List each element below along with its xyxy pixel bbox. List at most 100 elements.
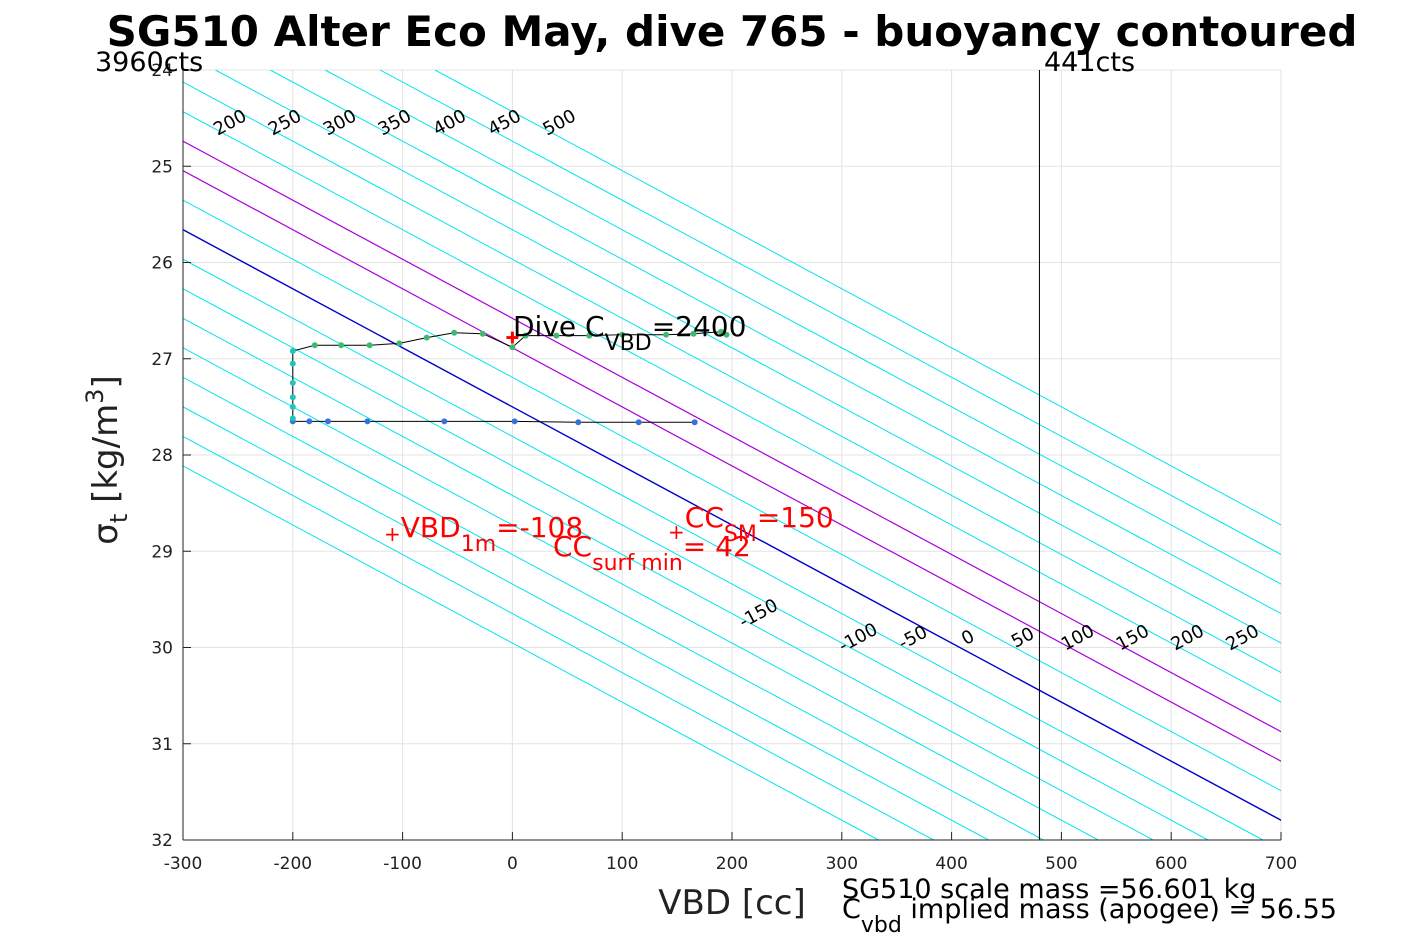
contour-label-lower: 150 xyxy=(1113,620,1153,655)
data-point-ascent xyxy=(479,330,486,337)
data-point-descent xyxy=(691,419,698,426)
data-point-descent xyxy=(441,418,448,425)
annotation-cc-surf-min-pre: CC xyxy=(553,530,592,563)
y-axis-label: σt [kg/m3] xyxy=(81,375,133,544)
mass-note-scale: SG510 scale mass =56.601 kg xyxy=(842,874,1256,905)
y-label-sub: t xyxy=(105,514,133,523)
contour-line xyxy=(183,317,1154,840)
contour-line xyxy=(434,70,1281,526)
annotation-cc-sm-pre: CC xyxy=(685,501,724,534)
y-tick-label: 25 xyxy=(151,157,173,177)
y-label-unit-end: ] xyxy=(86,375,126,388)
contour-line xyxy=(183,228,1281,822)
x-tick-label: 0 xyxy=(507,854,518,874)
data-point-ascent xyxy=(289,348,296,355)
annotation-vbd-1m-pre: VBD xyxy=(401,511,461,544)
annotation-dive-ccvbd: Dive CVBD=2400 xyxy=(513,310,746,356)
contour-line xyxy=(183,140,1281,733)
annotation-vbd-1m-sub: 1m xyxy=(461,532,496,557)
y-tick-label: 31 xyxy=(151,735,173,755)
contour-line xyxy=(183,347,1099,840)
data-point-ascent xyxy=(553,332,560,339)
data-point-descent xyxy=(575,419,582,426)
y-label-sup: 3 xyxy=(81,389,109,404)
data-point-ascent xyxy=(289,394,296,401)
data-point-descent xyxy=(306,418,313,425)
contour-label-upper: 200 xyxy=(210,106,250,141)
data-point-ascent xyxy=(338,342,345,349)
x-ticks: -300 -200 -100 0 100 200 300 400 500 600 700 xyxy=(164,832,1297,874)
contour-line xyxy=(324,70,1281,585)
annotation-dive-ccvbd-sub: VBD xyxy=(605,331,652,356)
annotation-vbd-1m-post: =-108 xyxy=(496,511,583,544)
y-tick-label: 28 xyxy=(151,446,173,466)
y-ticks: 24 25 26 27 28 29 30 31 32 xyxy=(151,61,191,851)
y-tick-label: 32 xyxy=(151,831,173,851)
trace-line xyxy=(292,420,695,423)
contour-label-upper: 250 xyxy=(265,106,305,141)
x-tick-label: 700 xyxy=(1265,854,1297,874)
contour-label-lower: 200 xyxy=(1168,620,1208,655)
annotation-cc-surf-min-post: = 42 xyxy=(683,530,751,563)
contour-label-upper: 400 xyxy=(430,106,470,141)
annotation-cc-sm-sub: SM xyxy=(724,522,757,547)
contour-label-lower: 250 xyxy=(1222,620,1262,655)
contour-label-upper: 300 xyxy=(320,106,360,141)
data-point-ascent xyxy=(289,403,296,410)
annotation-cc-surf-min-sub: surf min xyxy=(592,551,683,576)
annotation-cc-surf-min: CCsurf min= 42 xyxy=(553,530,751,576)
data-point-descent xyxy=(635,419,642,426)
x-tick-label: 400 xyxy=(935,854,967,874)
mass-note-implied-post: implied mass (apogee) = 56.55 xyxy=(902,894,1337,925)
x-tick-label: -300 xyxy=(164,854,203,874)
contour-label-upper: 350 xyxy=(375,106,415,141)
contour-line xyxy=(183,406,989,840)
data-point-descent xyxy=(511,418,518,425)
annotation-dive-ccvbd-pre: Dive C xyxy=(513,310,605,343)
contour-line xyxy=(183,376,1044,840)
mass-note-implied-sub: vbd xyxy=(861,913,902,938)
contour-line xyxy=(183,169,1281,762)
mass-note-implied-pre: C xyxy=(842,894,861,925)
contour-label-lower: -50 xyxy=(895,622,931,654)
y-tick-label: 24 xyxy=(151,61,173,81)
contour-label-lower: 100 xyxy=(1058,620,1098,655)
data-point-ascent xyxy=(509,344,516,351)
contour-line xyxy=(215,70,1281,644)
x-tick-label: 500 xyxy=(1045,854,1077,874)
x-tick-label: 300 xyxy=(826,854,858,874)
x-axis-label: VBD [cc] xyxy=(658,883,806,923)
x-tick-label: 200 xyxy=(716,854,748,874)
y-label-unit: [kg/m xyxy=(86,404,126,514)
y-label-base: σ xyxy=(86,523,126,545)
x-tick-label: -100 xyxy=(383,854,422,874)
contour-line xyxy=(379,70,1281,556)
data-point-ascent xyxy=(451,329,458,336)
grid xyxy=(182,69,1282,841)
contour-line xyxy=(183,81,1281,674)
data-point-ascent xyxy=(586,332,593,339)
data-point-ascent xyxy=(289,379,296,386)
annotation-vbd-1m-marker: + xyxy=(384,522,401,546)
data-point-descent xyxy=(364,418,371,425)
contour-line xyxy=(183,258,1264,840)
x-tick-label: 600 xyxy=(1155,854,1187,874)
y-tick-label: 26 xyxy=(151,254,173,274)
annotation-cc-sm-marker: + xyxy=(668,520,685,544)
data-point-ascent xyxy=(289,415,296,422)
contour-line xyxy=(270,70,1281,615)
data-point-ascent xyxy=(396,340,403,347)
trace-line xyxy=(292,331,727,419)
x-tick-label: 100 xyxy=(606,854,638,874)
contour-line xyxy=(183,288,1209,840)
y-tick-label: 27 xyxy=(151,350,173,370)
data-point-ascent xyxy=(366,342,373,349)
data-point-descent xyxy=(324,418,331,425)
contour-line xyxy=(183,111,1281,703)
data-point-ascent xyxy=(690,330,697,337)
annotation-vbd-1m: +VBD1m=-108 xyxy=(384,511,583,557)
buoyancy-contours xyxy=(183,70,1281,840)
dive-trace xyxy=(289,328,730,598)
y-tick-label: 30 xyxy=(151,639,173,659)
